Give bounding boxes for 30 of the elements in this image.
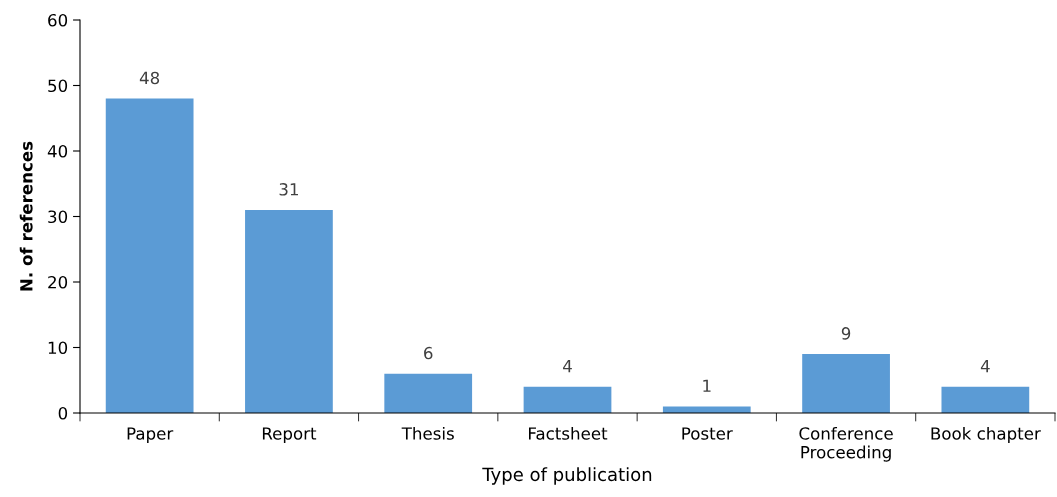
bar [384,373,473,413]
x-tick-label: Poster [682,427,733,440]
bar [662,406,751,413]
x-tick-label: Factsheet [529,426,608,440]
x-tick-label: Conference Proceeding [799,426,893,462]
x-tick-label: Thesis [401,426,454,440]
bar [802,354,890,413]
data-label: 4 [563,360,572,373]
y-tick-label: 20 [48,275,68,289]
y-tick-label: 50 [48,79,68,93]
x-tick-label: Report [262,427,317,444]
x-axis-title: Type of publication [482,467,652,485]
data-label: 31 [279,183,298,196]
y-tick-label: 60 [48,13,68,27]
data-label: 4 [980,360,990,373]
bar [523,386,612,413]
data-label: 9 [841,327,851,340]
data-label: 1 [703,379,711,392]
bar [245,209,333,413]
y-axis-title: N. of references [19,141,33,291]
y-tick-label: 0 [58,406,68,420]
bar [105,98,194,413]
y-tick-label: 30 [48,210,68,224]
x-tick-label: Paper [127,427,174,444]
bar [941,386,1030,413]
y-tick-label: 40 [47,144,68,158]
x-tick-label: Book chapter [931,426,1041,444]
data-label: 48 [139,71,160,85]
y-tick-label: 10 [48,341,68,355]
data-label: 6 [424,346,433,360]
